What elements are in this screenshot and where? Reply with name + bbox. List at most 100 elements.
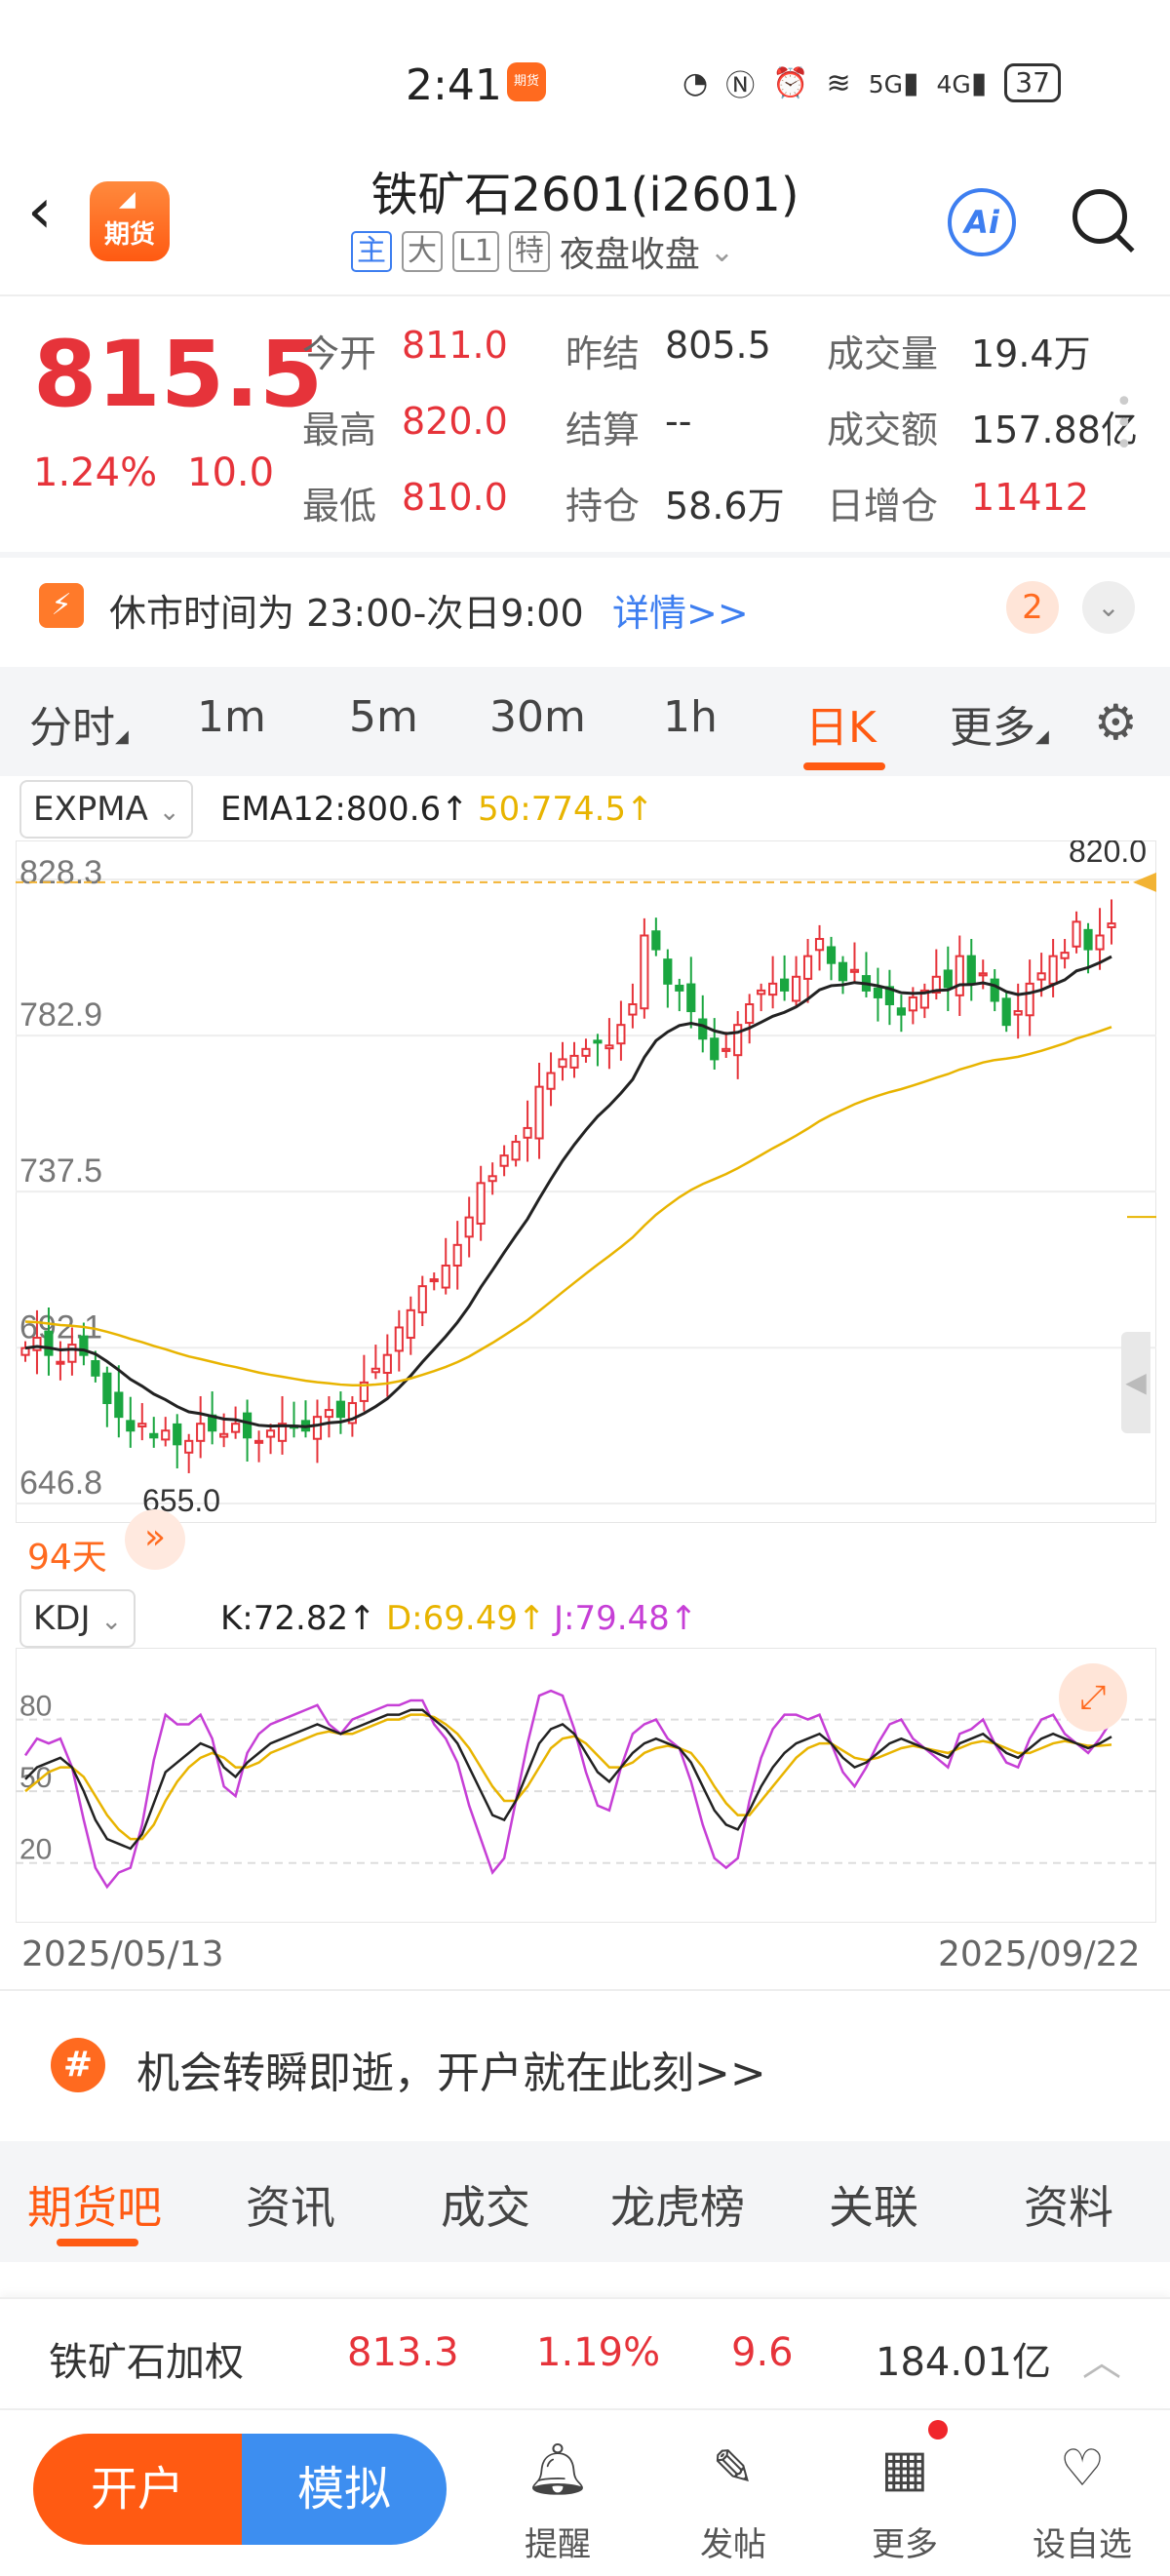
candle-body <box>476 1182 486 1225</box>
candle-body <box>628 1003 638 1016</box>
quote-label: 持仓 <box>566 485 641 527</box>
battery-icon: 37 <box>1004 63 1061 102</box>
tab-trades[interactable]: 成交 <box>441 2181 530 2234</box>
chevron-left-icon[interactable]: ◀ <box>1121 1332 1150 1433</box>
tab-1h[interactable]: 1h <box>663 692 718 742</box>
search-icon[interactable] <box>1072 189 1127 244</box>
remind-label[interactable]: 提醒 <box>525 2525 591 2564</box>
candle-body <box>616 1024 626 1045</box>
y-tick-label: 737.5 <box>20 1152 102 1190</box>
candle-body <box>126 1420 136 1432</box>
chevron-up-icon[interactable]: ︿ <box>1082 2340 1121 2385</box>
candle-body <box>966 955 976 985</box>
candle-body <box>1060 952 1070 959</box>
back-icon[interactable]: ‹ <box>27 176 53 248</box>
candle-body <box>417 1285 427 1313</box>
open-account-button[interactable]: 开户 <box>33 2434 242 2545</box>
quote-label: 今开 <box>302 332 377 375</box>
more-dots-icon[interactable]: • • • <box>1115 385 1133 462</box>
notice-count-badge[interactable]: 2 <box>1006 581 1059 634</box>
candle-body <box>814 938 825 952</box>
candle-body <box>406 1308 415 1340</box>
candle-body <box>826 946 837 964</box>
heart-icon[interactable]: ♡ <box>1059 2439 1106 2498</box>
last-price-marker <box>1133 872 1156 892</box>
tab-futures-forum[interactable]: 期货吧 <box>27 2181 162 2234</box>
candle-body <box>581 1047 591 1057</box>
tab-profile[interactable]: 资料 <box>1024 2181 1113 2234</box>
tab-news[interactable]: 资讯 <box>246 2181 335 2234</box>
quote-value: 157.88亿 <box>971 409 1138 451</box>
candle-body <box>593 1039 603 1044</box>
candle-body <box>254 1439 264 1444</box>
quote-label: 成交额 <box>827 409 939 451</box>
session-status[interactable]: 夜盘收盘 <box>559 235 700 275</box>
weighted-price: 813.3 <box>347 2330 459 2375</box>
wifi-icon: ≋ <box>826 65 851 100</box>
sub-indicator-select[interactable]: KDJ ⌄ <box>20 1589 136 1648</box>
candle-body <box>312 1416 323 1440</box>
tab-leaderboard[interactable]: 龙虎榜 <box>610 2181 745 2234</box>
ema50-line <box>24 1026 1112 1387</box>
candle-body <box>102 1372 112 1405</box>
y-tick-label: 50 <box>20 1762 52 1794</box>
kdj-chart[interactable]: 80 50 20 <box>16 1648 1156 1923</box>
weighted-index-row[interactable] <box>0 2297 1170 2406</box>
candle-body <box>849 968 860 973</box>
simulate-button[interactable]: 模拟 <box>242 2434 447 2545</box>
candle-body <box>908 995 917 1012</box>
high-label: 820.0 <box>1069 840 1147 869</box>
page-title: 铁矿石2601(i2601) <box>370 168 800 222</box>
change-percent: 1.24% <box>33 450 158 495</box>
candle-body <box>1013 1010 1023 1016</box>
ai-assistant-button[interactable]: Ai <box>948 188 1016 256</box>
candle-body <box>546 1072 556 1090</box>
weighted-name: 铁矿石加权 <box>49 2340 244 2385</box>
gear-icon[interactable]: ⚙ <box>1094 694 1138 751</box>
tab-1m[interactable]: 1m <box>197 692 266 742</box>
candle-body <box>768 982 778 996</box>
tab-30m[interactable]: 30m <box>489 692 586 742</box>
weighted-change: 9.6 <box>731 2330 794 2375</box>
chevron-down-icon[interactable]: ⌄ <box>709 234 734 269</box>
divider <box>0 294 1170 296</box>
grid-icon[interactable]: ▦ <box>880 2439 929 2498</box>
tab-daily-k[interactable]: 日K <box>805 703 877 753</box>
y-tick-label: 782.9 <box>20 996 102 1034</box>
tab-timeshare[interactable]: 分时◢ <box>29 703 129 753</box>
candle-body <box>499 1154 509 1167</box>
candle-body <box>931 975 941 995</box>
bell-icon[interactable]: 🔔︎ <box>525 2440 590 2499</box>
post-label[interactable]: 发帖 <box>700 2525 766 2564</box>
chart-frame <box>16 840 1156 1523</box>
candle-body <box>757 989 766 995</box>
candle-body <box>663 958 673 985</box>
tag-main: 主 <box>351 231 392 272</box>
double-chevron-right-icon[interactable]: » <box>125 1509 185 1570</box>
more-label[interactable]: 更多 <box>872 2525 938 2564</box>
edit-icon[interactable]: ✎ <box>712 2439 755 2498</box>
chevron-down-icon[interactable]: ⌄ <box>1082 581 1135 634</box>
add-watchlist-label[interactable]: 设自选 <box>1033 2525 1132 2564</box>
candle-body <box>780 978 790 992</box>
tab-5m[interactable]: 5m <box>349 692 418 742</box>
quote-label: 昨结 <box>566 332 641 375</box>
tab-more[interactable]: 更多◢ <box>950 703 1049 753</box>
content-tabs <box>0 2141 1170 2262</box>
tab-related[interactable]: 关联 <box>829 2181 918 2234</box>
quote-label: 最低 <box>302 485 377 527</box>
notice-details-link[interactable]: 详情>> <box>612 592 749 635</box>
contract-tags: 主 大 L1 特 夜盘收盘 ⌄ <box>351 226 734 277</box>
open-account-promo[interactable]: 机会转瞬即逝，开户就在此刻>> <box>136 2049 766 2098</box>
candle-body <box>698 1018 708 1040</box>
candle-body <box>324 1409 334 1419</box>
main-indicator-select[interactable]: EXPMA ⌄ <box>20 780 194 839</box>
candle-body <box>464 1216 474 1238</box>
candle-body <box>359 1381 369 1402</box>
ema12-line <box>24 955 1112 1428</box>
candle-body <box>196 1423 206 1442</box>
candle-body <box>943 969 953 989</box>
candle-body <box>884 986 895 1005</box>
fullscreen-icon[interactable]: ⤢ <box>1059 1663 1127 1732</box>
